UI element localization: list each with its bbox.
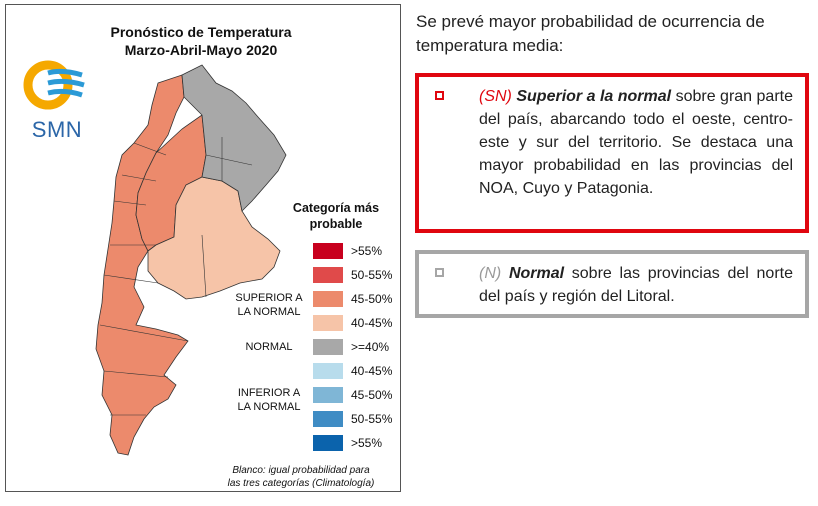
group-superior-line1: SUPERIOR A <box>235 292 303 304</box>
map-title: Pronóstico de Temperatura Marzo-Abril-Ma… <box>86 23 316 59</box>
region-normal <box>181 64 287 212</box>
group-inferior-line1: INFERIOR A <box>237 387 301 399</box>
title-sn: Superior a la normal <box>516 88 672 105</box>
tag-n: (N) <box>479 265 502 282</box>
legend-label: 40-45% <box>351 316 393 330</box>
intro-text: Se prevé mayor probabilidad de ocurrenci… <box>416 12 765 55</box>
map-title-line1: Pronóstico de Temperatura <box>110 24 292 40</box>
body-sn: sobre gran parte del país, abarcando tod… <box>479 88 794 197</box>
legend-swatch <box>313 267 343 283</box>
legend-swatch <box>313 411 343 427</box>
legend-swatch <box>313 387 343 403</box>
legend-title-line2: probable <box>309 217 363 231</box>
map-footnote: Blanco: igual probabilidad para las tres… <box>211 464 391 490</box>
legend-swatch <box>313 315 343 331</box>
box-normal: (N) Normal sobre las provincias del nort… <box>415 250 809 318</box>
smn-logo: SMN <box>22 57 90 147</box>
legend-label: >55% <box>351 436 383 450</box>
title-n: Normal <box>508 265 565 282</box>
legend-swatch <box>313 291 343 307</box>
box-n-text: (N) Normal sobre las provincias del nort… <box>479 262 793 308</box>
legend-title: Categoría más probable <box>286 200 386 232</box>
legend-swatch <box>313 339 343 355</box>
logo-text: SMN <box>31 117 83 142</box>
group-label-superior: SUPERIOR A LA NORMAL <box>232 291 306 319</box>
legend-label: >55% <box>351 244 383 258</box>
forecast-map-panel: Pronóstico de Temperatura Marzo-Abril-Ma… <box>5 4 401 492</box>
group-label-inferior: INFERIOR A LA NORMAL <box>232 386 306 414</box>
legend-label: 50-55% <box>351 268 393 282</box>
legend-label: 40-45% <box>351 364 393 378</box>
legend-swatch <box>313 435 343 451</box>
body-n: sobre las provincias del norte del país … <box>479 265 793 305</box>
legend-title-line1: Categoría más <box>292 201 380 215</box>
footnote-line2: las tres categorías (Climatología) <box>227 478 375 489</box>
legend-label: >=40% <box>351 340 390 354</box>
group-label-normal: NORMAL <box>245 341 293 353</box>
checkbox-bullet-icon <box>435 268 444 277</box>
map-title-line2: Marzo-Abril-Mayo 2020 <box>124 42 278 58</box>
legend-label: 45-50% <box>351 292 393 306</box>
legend-swatch <box>313 363 343 379</box>
legend-label: 45-50% <box>351 388 393 402</box>
argentina-map <box>95 64 287 456</box>
sun-waves-icon <box>23 60 85 110</box>
box-superior-normal: (SN) Superior a la normal sobre gran par… <box>415 73 809 233</box>
tag-sn: (SN) <box>479 88 512 105</box>
footnote-line1: Blanco: igual probabilidad para <box>232 465 370 476</box>
box-sn-text: (SN) Superior a la normal sobre gran par… <box>479 85 793 200</box>
checkbox-bullet-icon <box>435 91 444 100</box>
legend-swatch <box>313 243 343 259</box>
legend-label: 50-55% <box>351 412 393 426</box>
group-superior-line2: LA NORMAL <box>237 306 301 318</box>
group-inferior-line2: LA NORMAL <box>237 401 301 413</box>
